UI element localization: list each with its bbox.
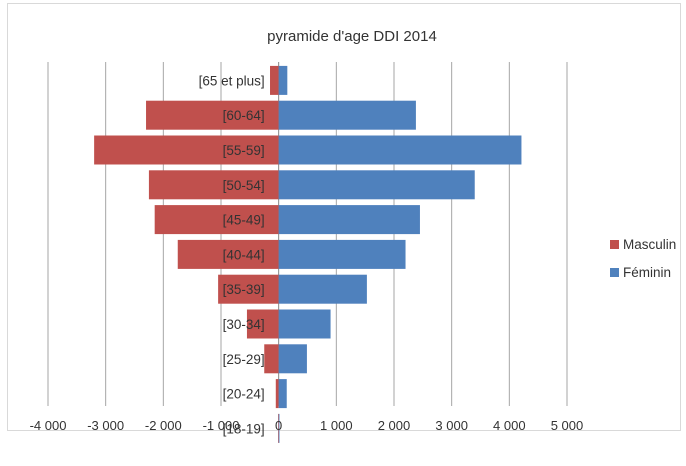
- category-label: [50-54]: [223, 178, 265, 193]
- category-label: [55-59]: [223, 143, 265, 158]
- legend-swatch: [610, 240, 619, 249]
- bar-fminin-8: [278, 344, 307, 374]
- bar-fminin-1: [278, 100, 416, 130]
- x-tick-label: -4 000: [30, 418, 67, 433]
- x-tick-label: 1 000: [320, 418, 353, 433]
- bar-masculin-7: [246, 309, 279, 339]
- category-label: [20-24]: [223, 387, 265, 402]
- legend-swatch: [610, 268, 619, 277]
- legend: Masculin Féminin: [610, 237, 676, 280]
- grid-lines: [47, 62, 568, 406]
- category-labels: [65 et plus] [60-64] [55-59] [50-54] [45-49]…: [199, 73, 265, 436]
- category-label: [60-64]: [223, 108, 265, 123]
- x-tick-label: 3 000: [435, 418, 468, 433]
- bar-fminin-6: [278, 274, 367, 304]
- category-label: [65 et plus]: [199, 73, 265, 88]
- bar-fminin-10: [278, 413, 280, 443]
- bar-fminin-3: [278, 170, 475, 200]
- legend-label: Masculin: [623, 237, 676, 252]
- bars: [94, 65, 522, 443]
- category-label: [35-39]: [223, 282, 265, 297]
- bar-masculin-2: [94, 135, 279, 165]
- bar-fminin-9: [278, 379, 287, 409]
- chart-title: pyramide d'age DDI 2014: [267, 28, 437, 45]
- x-axis-ticks: -4 000 -3 000 -2 000 -1 000 0 1 000 2 000 3 000…: [30, 418, 584, 433]
- bar-masculin-1: [146, 100, 279, 130]
- bar-fminin-7: [278, 309, 331, 339]
- category-label: [40-44]: [223, 247, 265, 262]
- category-label: [25-29]: [223, 352, 265, 367]
- x-tick-label: 0: [275, 418, 282, 433]
- bar-masculin-0: [270, 65, 279, 95]
- bar-masculin-10: [278, 413, 279, 443]
- legend-label: Féminin: [623, 265, 671, 280]
- x-tick-label: 5 000: [551, 418, 584, 433]
- x-tick-label: 2 000: [378, 418, 411, 433]
- x-tick-label: -3 000: [87, 418, 124, 433]
- x-tick-label: -2 000: [145, 418, 182, 433]
- bar-fminin-5: [278, 239, 406, 269]
- bar-fminin-0: [278, 65, 288, 95]
- bar-masculin-3: [148, 170, 279, 200]
- bar-masculin-4: [154, 205, 279, 235]
- category-label: [18-19]: [223, 421, 265, 436]
- x-tick-label: 4 000: [493, 418, 526, 433]
- bar-masculin-5: [177, 239, 279, 269]
- category-label: [45-49]: [223, 213, 265, 228]
- category-label: [30-34]: [223, 317, 265, 332]
- bar-masculin-8: [264, 344, 279, 374]
- bar-masculin-9: [275, 379, 279, 409]
- bar-fminin-2: [278, 135, 522, 165]
- bar-masculin-6: [218, 274, 279, 304]
- bar-fminin-4: [278, 205, 420, 235]
- x-tick-label: -1 000: [203, 418, 240, 433]
